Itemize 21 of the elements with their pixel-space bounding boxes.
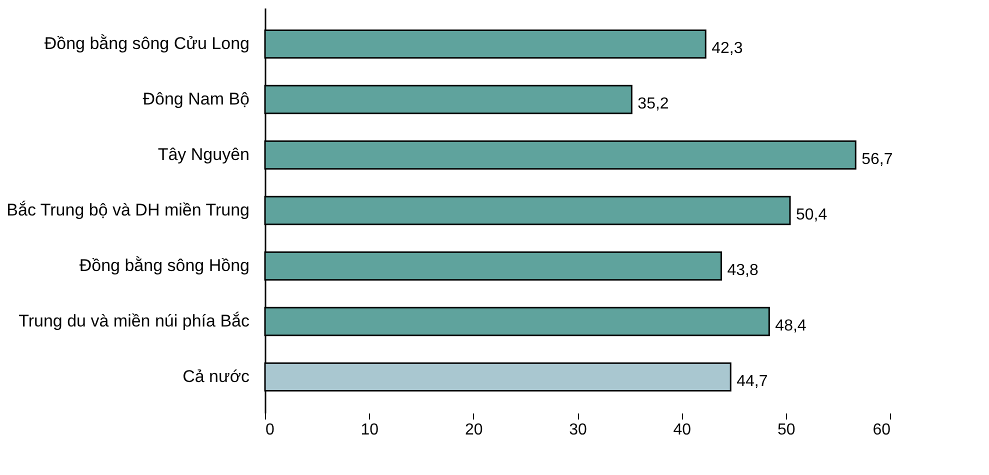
x-tick-label: 0 <box>266 422 274 438</box>
data-label: 43,8 <box>727 262 758 279</box>
data-label: 42,3 <box>712 40 743 58</box>
x-tick-label: 10 <box>360 422 379 438</box>
x-tick-label: 50 <box>777 422 796 438</box>
y-tick-label: Bắc Trung bộ và DH miền Trung <box>6 200 250 220</box>
y-tick-label: Cả nước <box>182 366 250 386</box>
data-label: 50,4 <box>796 206 828 224</box>
y-tick-label: Đồng bằng sông Hồng <box>79 256 250 275</box>
data-label: 35,2 <box>638 96 669 113</box>
x-tick-label: 30 <box>569 422 587 438</box>
data-label: 44,7 <box>736 372 768 390</box>
x-tick-label: 40 <box>673 422 692 438</box>
y-tick-label: Tây Nguyên <box>158 145 250 164</box>
data-label: 48,4 <box>775 317 806 334</box>
x-tick-label: 20 <box>464 422 483 438</box>
y-tick-label: Đồng bằng sông Cửu Long <box>44 34 250 54</box>
y-tick-label: Trung du và miền núi phía Bắc <box>18 311 250 330</box>
y-tick-label: Đông Nam Bộ <box>142 90 250 109</box>
data-label: 56,7 <box>862 151 893 168</box>
x-tick-label: 60 <box>872 422 891 438</box>
